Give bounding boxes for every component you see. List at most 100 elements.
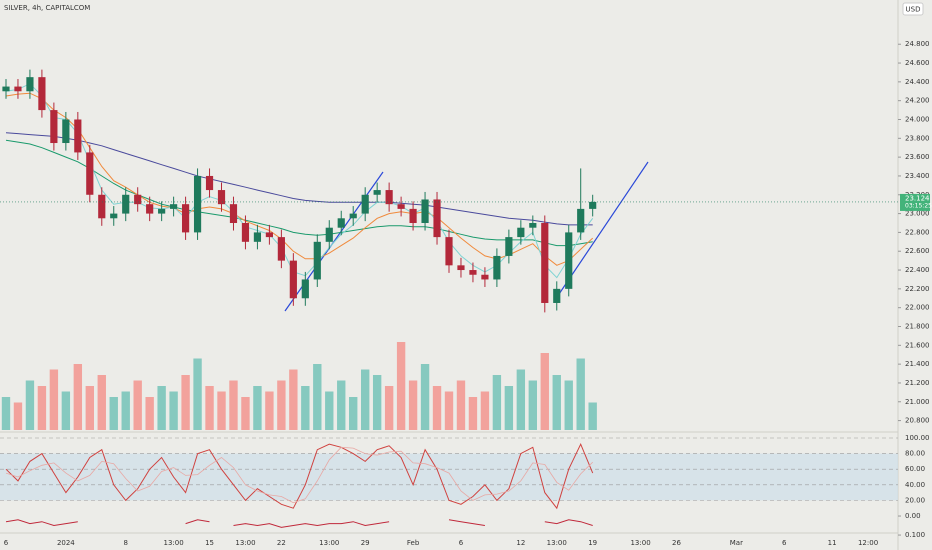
x-tick-label: 6 bbox=[4, 539, 9, 547]
volume-bar bbox=[372, 375, 382, 430]
volume-bar bbox=[109, 397, 118, 430]
x-tick-label: 15 bbox=[205, 539, 214, 547]
candle-body bbox=[433, 199, 441, 238]
volume-bar bbox=[289, 369, 298, 430]
x-tick-label: 29 bbox=[361, 539, 370, 547]
volume-bar bbox=[85, 386, 94, 430]
candle-body bbox=[361, 194, 369, 214]
volume-bar bbox=[325, 391, 334, 430]
chart-title: SILVER, 4h, CAPITALCOM bbox=[4, 4, 90, 12]
candle-body bbox=[409, 208, 417, 223]
x-tick-label: 8 bbox=[123, 539, 127, 547]
candle-body bbox=[110, 213, 118, 219]
volume-bar bbox=[73, 364, 83, 430]
y-tick-label: 22.000 bbox=[905, 304, 930, 312]
y-tick-label: 24.200 bbox=[905, 97, 930, 105]
candle-body bbox=[385, 190, 393, 205]
x-tick-label: 11 bbox=[828, 539, 837, 547]
candle-body bbox=[181, 204, 190, 233]
x-tick-label: 22 bbox=[277, 539, 286, 547]
candle-body bbox=[337, 218, 345, 228]
candle-body bbox=[229, 204, 238, 223]
candle-body bbox=[289, 260, 297, 299]
volume-bar bbox=[253, 386, 262, 430]
volume-bar bbox=[241, 397, 250, 430]
volume-bar bbox=[145, 397, 154, 430]
volume-bar bbox=[516, 369, 526, 430]
candle-body bbox=[265, 232, 273, 238]
x-tick-label: Feb bbox=[407, 539, 420, 547]
x-tick-label: 2024 bbox=[57, 539, 75, 547]
candle-body bbox=[313, 241, 321, 280]
candle-body bbox=[325, 227, 333, 242]
candle-body bbox=[205, 175, 214, 191]
volume-bar bbox=[49, 369, 59, 430]
y-tick-label: 22.200 bbox=[905, 285, 930, 293]
moving-average bbox=[5, 139, 593, 247]
candle-body bbox=[301, 279, 309, 299]
currency-box[interactable] bbox=[902, 2, 924, 16]
last-price-box bbox=[900, 193, 930, 211]
candle-body bbox=[217, 190, 226, 205]
lower-line bbox=[5, 519, 593, 528]
currency[interactable]: USD bbox=[906, 6, 921, 14]
candle-body bbox=[74, 119, 82, 153]
volume-bar bbox=[456, 380, 466, 430]
candle-body bbox=[481, 274, 489, 280]
candle-body bbox=[134, 194, 142, 205]
candle-body bbox=[457, 265, 465, 271]
candle-body bbox=[445, 237, 453, 266]
lower-tick-label: 0.00 bbox=[905, 512, 921, 520]
candle-body bbox=[38, 77, 46, 111]
candle-body bbox=[553, 288, 561, 303]
volume-bar bbox=[121, 391, 130, 430]
lower-tick-label: 0.100 bbox=[905, 531, 925, 539]
stoch-band-group bbox=[0, 453, 898, 501]
candle-body bbox=[146, 204, 154, 214]
volume-bar bbox=[564, 380, 573, 430]
volume-bar bbox=[301, 386, 310, 430]
volume-bar bbox=[492, 375, 502, 430]
candle-body bbox=[421, 199, 429, 223]
stoch-tick-label: 80.00 bbox=[905, 450, 925, 458]
x-tick-label: 13:00 bbox=[235, 539, 255, 547]
volume-bar bbox=[432, 386, 442, 430]
y-tick-label: 22.800 bbox=[905, 228, 930, 236]
y-tick-label: 21.000 bbox=[905, 398, 930, 406]
stoch-band bbox=[0, 453, 898, 501]
candle-body bbox=[26, 77, 34, 92]
stoch-tick-label: 60.00 bbox=[905, 465, 925, 473]
y-tick-label: 23.400 bbox=[905, 172, 930, 180]
x-tick-label: 12 bbox=[516, 539, 525, 547]
volume-bar bbox=[277, 380, 286, 430]
volume-bar bbox=[229, 380, 238, 430]
candle-body bbox=[373, 190, 381, 195]
volume-bar bbox=[396, 342, 406, 430]
y-tick-label: 21.200 bbox=[905, 379, 930, 387]
volume-bar bbox=[337, 380, 346, 430]
y-tick-label: 23.600 bbox=[905, 153, 930, 161]
volume-bar bbox=[205, 386, 214, 430]
countdown: 03:15:25 bbox=[905, 202, 932, 209]
y-tick-label: 24.000 bbox=[905, 115, 930, 123]
volume-bar bbox=[384, 386, 394, 430]
volume-bar bbox=[420, 364, 430, 430]
volume-bar bbox=[133, 380, 142, 430]
candle-body bbox=[193, 175, 202, 233]
candle-body bbox=[277, 237, 285, 261]
volume-bar bbox=[61, 391, 71, 430]
volume-bar bbox=[37, 386, 47, 430]
y-tick-label: 20.800 bbox=[905, 417, 930, 425]
volume-bar bbox=[576, 358, 585, 430]
candle-body bbox=[349, 213, 357, 219]
x-tick-label: 12:00 bbox=[858, 539, 878, 547]
volume-bar bbox=[349, 397, 358, 430]
volume-bar bbox=[157, 386, 166, 430]
volume-bar bbox=[408, 380, 418, 430]
y-tick-label: 22.400 bbox=[905, 266, 930, 274]
x-tick-label: 13:00 bbox=[547, 539, 567, 547]
volume-bar bbox=[528, 380, 538, 430]
y-tick-label: 24.800 bbox=[905, 40, 930, 48]
